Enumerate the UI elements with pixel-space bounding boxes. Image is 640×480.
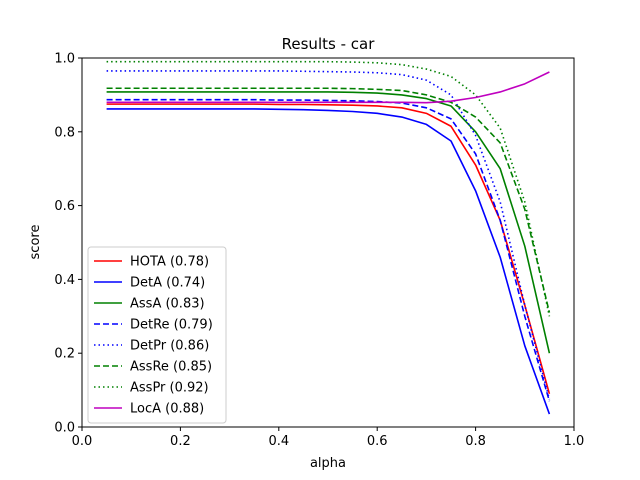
x-tick-label: 0.8: [465, 434, 486, 449]
series-line-loca: [106, 71, 550, 104]
y-axis-title: score: [28, 225, 43, 260]
x-tick-label: 0.2: [170, 434, 191, 449]
legend-label: HOTA (0.78): [130, 255, 209, 270]
y-axis: 0.0 0.2 0.4 0.6 0.8 1.0: [54, 52, 82, 436]
legend-label: DetA (0.74): [130, 276, 205, 291]
legend-box: [87, 246, 227, 424]
x-tick-label: 0.0: [72, 434, 93, 449]
x-axis-title: alpha: [310, 456, 346, 471]
series-line-asspr: [106, 60, 551, 317]
x-axis: 0.0 0.2 0.4 0.6 0.8 1.0: [72, 427, 585, 449]
series-line-hota: [106, 103, 551, 395]
series-line-detre: [106, 98, 551, 402]
x-tick-label: 0.6: [367, 434, 388, 449]
x-tick-label: 1.0: [564, 434, 585, 449]
series-line-detpr: [106, 70, 551, 400]
plot-frame: [81, 57, 575, 428]
y-tick-label: 0.8: [54, 125, 75, 140]
chart-title: Results - car: [282, 35, 376, 53]
legend-label: AssRe (0.85): [130, 360, 212, 375]
y-tick-label: 0.0: [54, 421, 75, 436]
legend: HOTA (0.78) DetA (0.74) AssA (0.83) DetRe (…: [87, 246, 227, 424]
y-tick-label: 0.4: [54, 273, 75, 288]
y-tick-label: 0.2: [54, 347, 75, 362]
series-line-assa: [106, 91, 551, 354]
series-line-deta: [106, 108, 551, 415]
x-tick-label: 0.4: [268, 434, 289, 449]
legend-label: AssA (0.83): [130, 297, 205, 312]
series-layer: [106, 60, 551, 415]
series-line-assre: [106, 87, 551, 313]
legend-label: DetPr (0.86): [130, 339, 209, 354]
y-tick-label: 0.6: [54, 199, 75, 214]
legend-label: LocA (0.88): [130, 402, 204, 417]
y-tick-label: 1.0: [54, 52, 75, 67]
legend-label: AssPr (0.92): [130, 381, 209, 396]
legend-label: DetRe (0.79): [130, 318, 213, 333]
